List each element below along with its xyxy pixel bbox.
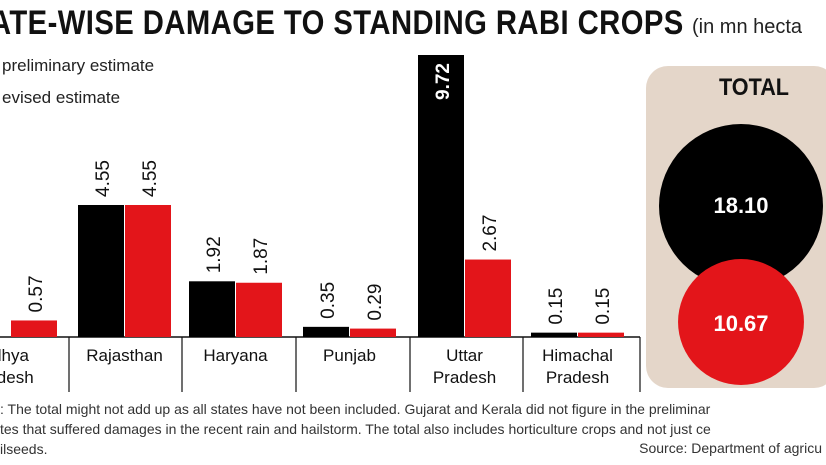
legend-revised-label: evised estimate bbox=[2, 88, 121, 107]
bar-revised bbox=[236, 282, 282, 337]
data-label: 0.57 bbox=[26, 275, 47, 312]
data-label: 1.87 bbox=[251, 238, 272, 275]
total-value-revised: 10.67 bbox=[713, 311, 768, 336]
footnote-line-2: tes that suffered damages in the recent … bbox=[0, 421, 711, 437]
bar-revised bbox=[465, 259, 511, 337]
total-circle-revised bbox=[678, 259, 804, 385]
bar-preliminary bbox=[78, 204, 124, 337]
data-label: 9.72 bbox=[433, 63, 454, 100]
data-label: 1.92 bbox=[204, 236, 225, 273]
footnote-line-3: ilseeds. bbox=[0, 441, 48, 457]
total-value-preliminary: 18.10 bbox=[713, 193, 768, 218]
total-circle-preliminary bbox=[659, 124, 823, 288]
chart-title: ATE-WISE DAMAGE TO STANDING RABI CROPS bbox=[0, 4, 684, 42]
footnote-line-1: : The total might not add up as all stat… bbox=[0, 401, 711, 417]
source-credit: Source: Department of agricu bbox=[639, 440, 822, 456]
category-label: Pradesh bbox=[546, 368, 609, 387]
bar-preliminary bbox=[189, 281, 235, 337]
bar-revised bbox=[350, 328, 396, 337]
category-label: adesh bbox=[0, 368, 34, 387]
total-label: TOTAL bbox=[718, 74, 789, 101]
footnote: : The total might not add up as all stat… bbox=[0, 399, 826, 459]
bar-preliminary bbox=[418, 55, 464, 337]
category-label: Himachal bbox=[542, 346, 613, 365]
legend-preliminary-label: preliminary estimate bbox=[2, 56, 155, 75]
category-label: Uttar bbox=[446, 346, 483, 365]
category-label: Haryana bbox=[203, 346, 268, 365]
category-label: Pradesh bbox=[433, 368, 496, 387]
data-label: 0.29 bbox=[365, 284, 386, 321]
bar-revised bbox=[578, 332, 624, 337]
category-label: Punjab bbox=[323, 346, 376, 365]
data-label: 4.55 bbox=[93, 160, 114, 197]
bar-preliminary bbox=[531, 332, 577, 337]
legend-preliminary: preliminary estimate bbox=[0, 56, 154, 76]
category-label: dhya bbox=[0, 346, 29, 365]
legend-revised: evised estimate bbox=[0, 88, 120, 108]
bar-revised bbox=[11, 320, 57, 337]
bar-revised bbox=[125, 204, 171, 337]
data-label: 0.35 bbox=[318, 282, 339, 319]
data-label: 2.67 bbox=[480, 215, 501, 252]
data-label: 0.15 bbox=[546, 288, 567, 325]
category-label: Rajasthan bbox=[86, 346, 163, 365]
data-label: 4.55 bbox=[140, 160, 161, 197]
bar-preliminary bbox=[303, 326, 349, 337]
data-label: 0.15 bbox=[593, 288, 614, 325]
unit-label: (in mn hecta bbox=[692, 16, 803, 38]
